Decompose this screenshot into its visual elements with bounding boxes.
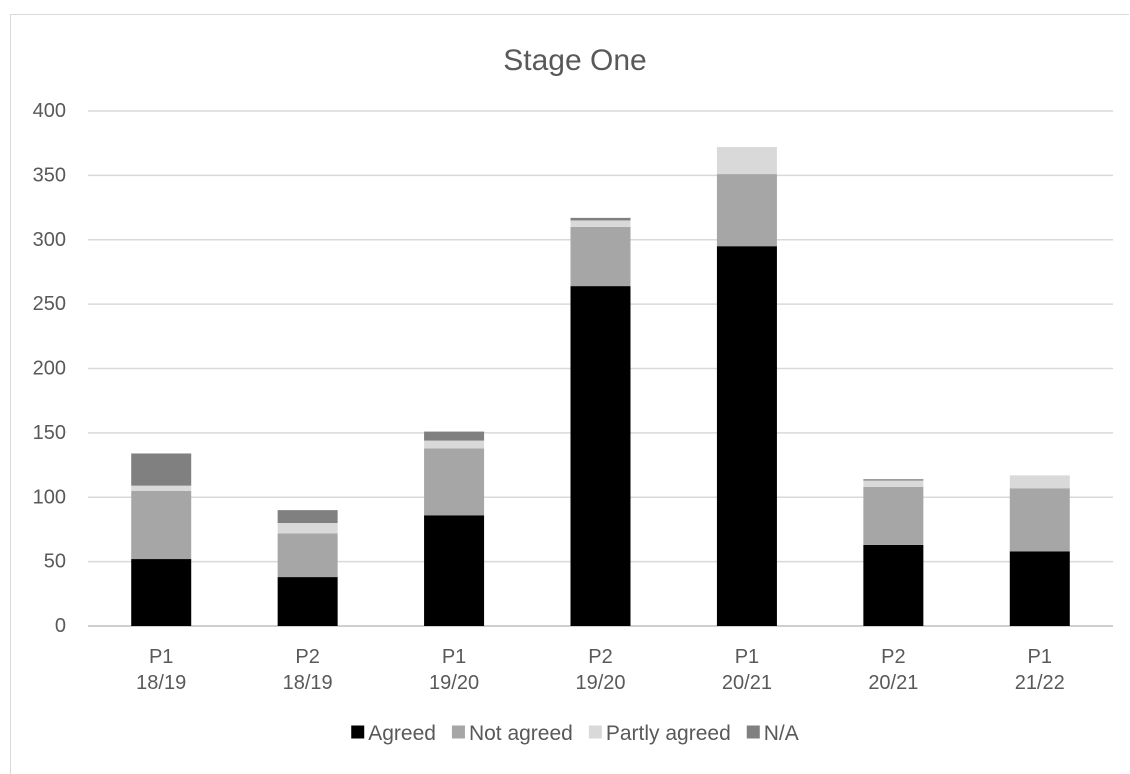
bar-segment-agreed: [1009, 551, 1070, 626]
x-tick-label: 18/19: [136, 672, 186, 694]
x-tick-label: P1: [442, 646, 466, 668]
bar-segment-partly-agreed: [424, 440, 485, 449]
bar-segment-not-agreed: [863, 486, 924, 545]
x-tick-label: 18/19: [283, 672, 333, 694]
legend-swatch-agreed: [351, 725, 365, 739]
bar-segment-n-a: [131, 453, 192, 486]
y-axis: 0 50 100 150 200 250 300 350 400: [33, 100, 66, 637]
y-tick-label: 200: [33, 358, 66, 380]
legend: Agreed Not agreed Partly agreed N/A: [351, 722, 799, 745]
x-tick-label: P2: [295, 646, 319, 668]
bar-segment-n-a: [570, 217, 631, 221]
x-tick-label: P1: [1028, 646, 1052, 668]
bars: [131, 147, 1070, 626]
x-tick-label: P1: [735, 646, 759, 668]
bar-segment-partly-agreed: [716, 147, 777, 175]
x-tick-label: 19/20: [429, 672, 479, 694]
bar-segment-n-a: [424, 431, 485, 441]
y-tick-label: 50: [44, 551, 66, 573]
bar-segment-agreed: [131, 559, 192, 626]
legend-swatch-not-agreed: [451, 725, 465, 739]
y-tick-label: 250: [33, 293, 66, 315]
bar-segment-agreed: [570, 286, 631, 626]
legend-label-n-a: N/A: [764, 722, 799, 745]
bar-segment-not-agreed: [131, 490, 192, 560]
bar-segment-n-a: [277, 510, 338, 523]
x-tick-label: 21/22: [1015, 672, 1065, 694]
bar-segment-agreed: [863, 544, 924, 626]
bar-segment-partly-agreed: [1009, 475, 1070, 489]
x-tick-label: P2: [881, 646, 905, 668]
legend-label-partly-agreed: Partly agreed: [606, 722, 731, 745]
x-tick-label: 20/21: [722, 672, 772, 694]
y-tick-label: 100: [33, 486, 66, 508]
y-tick-label: 300: [33, 229, 66, 251]
legend-label-not-agreed: Not agreed: [469, 722, 573, 745]
x-axis: P1 18/19 P2 18/19 P1 19/20 P2 19/20 P1 20/21 P2 20/…: [136, 646, 1065, 694]
bar-segment-agreed: [277, 577, 338, 626]
y-tick-label: 150: [33, 422, 66, 444]
bar-segment-partly-agreed: [570, 220, 631, 227]
bar-segment-partly-agreed: [131, 485, 192, 491]
bar-segment-not-agreed: [424, 448, 485, 516]
y-tick-label: 350: [33, 164, 66, 186]
chart-frame: [10, 14, 1129, 774]
x-tick-label: 20/21: [868, 672, 918, 694]
x-tick-label: 19/20: [575, 672, 625, 694]
legend-swatch-partly-agreed: [588, 725, 602, 739]
bar-segment-agreed: [716, 246, 777, 626]
y-tick-label: 400: [33, 100, 66, 122]
bar-segment-not-agreed: [570, 226, 631, 287]
bar-segment-not-agreed: [716, 174, 777, 247]
bar-segment-not-agreed: [277, 533, 338, 578]
legend-swatch-n-a: [746, 725, 760, 739]
bar-segment-agreed: [424, 515, 485, 626]
bar-segment-partly-agreed: [277, 523, 338, 534]
bar-segment-not-agreed: [1009, 488, 1070, 552]
x-tick-label: P2: [588, 646, 612, 668]
bar-segment-n-a: [863, 479, 924, 481]
x-tick-label: P1: [149, 646, 173, 668]
legend-label-agreed: Agreed: [368, 722, 436, 745]
bar-segment-partly-agreed: [863, 480, 924, 487]
y-tick-label: 0: [55, 615, 66, 637]
chart-title: Stage One: [503, 44, 646, 77]
